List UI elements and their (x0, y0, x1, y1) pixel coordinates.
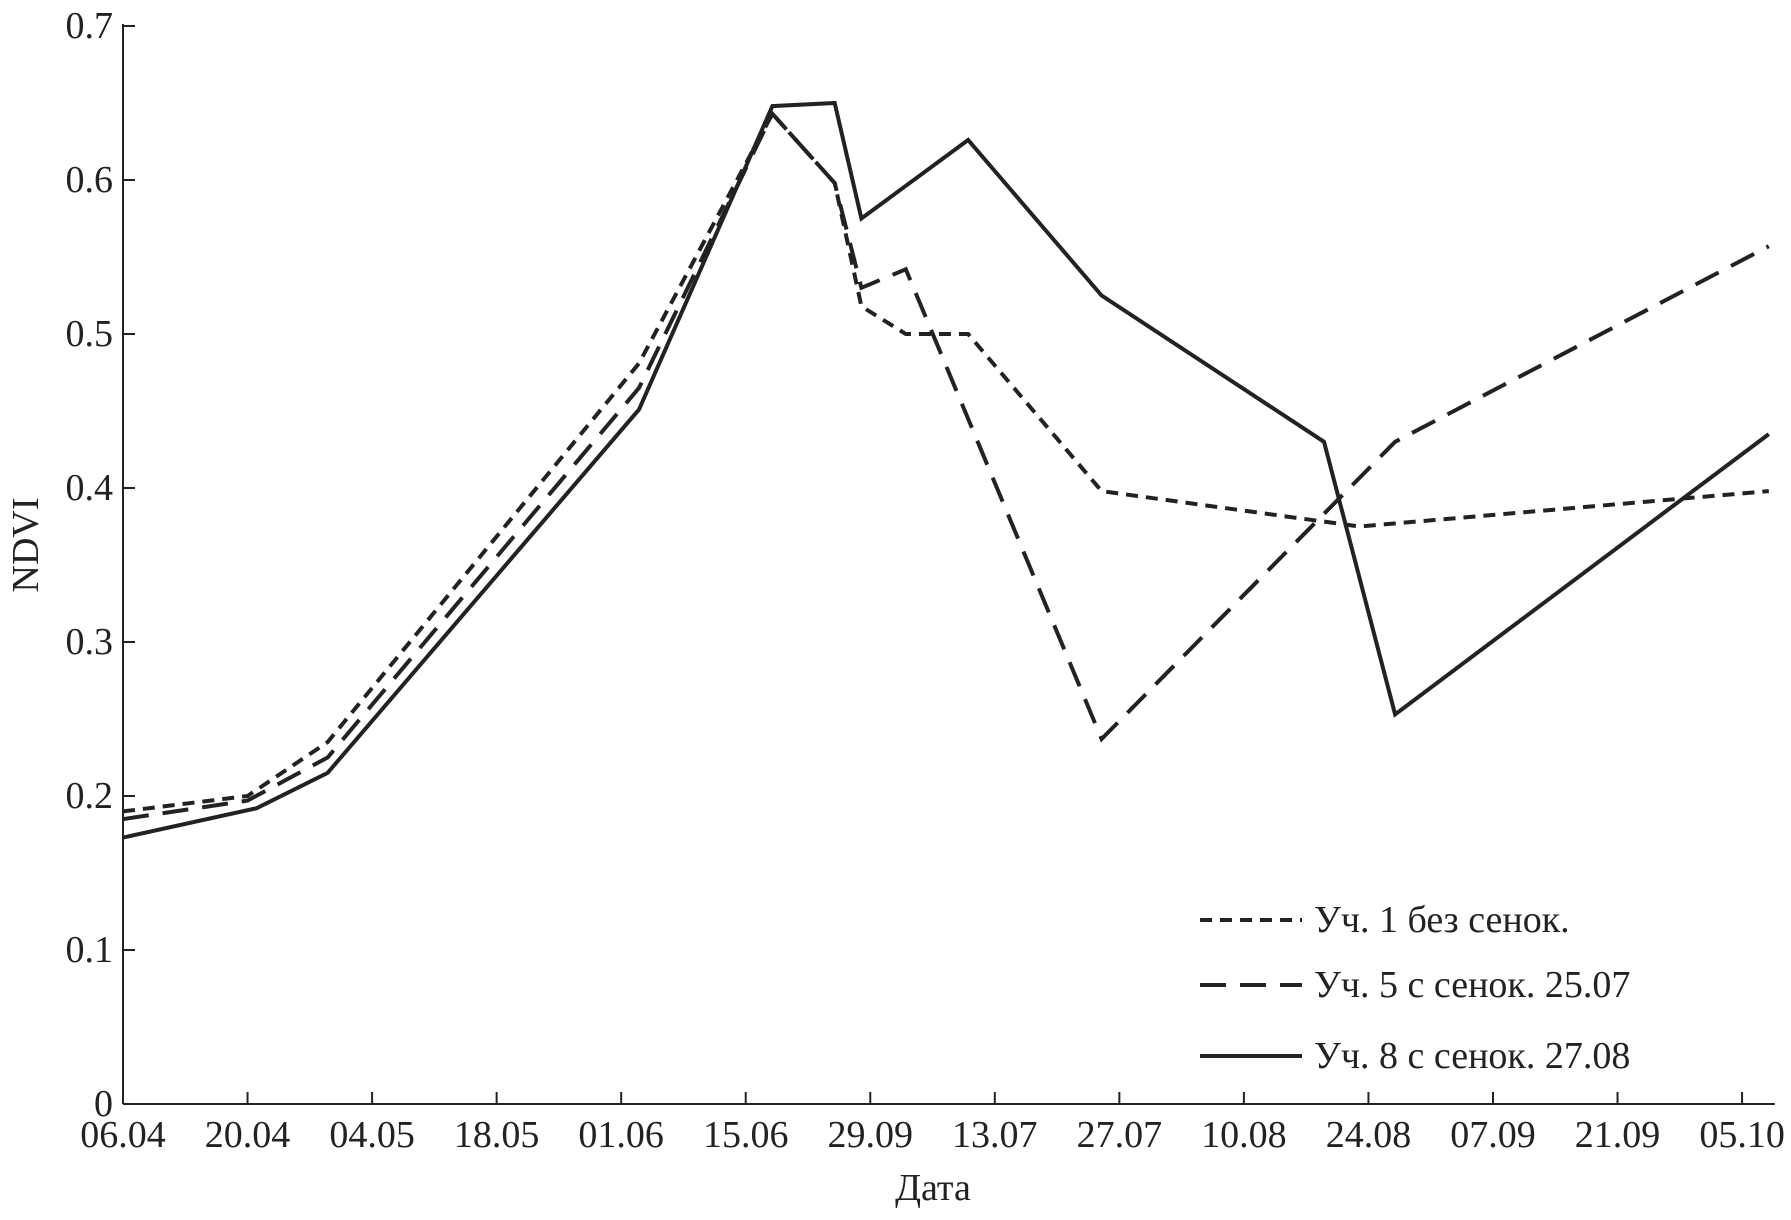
y-tick-label: 0.4 (66, 467, 114, 509)
x-tick-label: 06.04 (80, 1114, 166, 1156)
x-tick-label: 20.04 (205, 1114, 291, 1156)
legend: Уч. 1 без сенок. Уч. 5 с сенок. 25.07 Уч. … (1200, 899, 1630, 1077)
x-tick-label: 15.06 (703, 1114, 789, 1156)
legend-label-3: Уч. 8 с сенок. 27.08 (1314, 1035, 1630, 1077)
x-axis-label: Дата (895, 1167, 971, 1209)
series-line-3 (123, 103, 1769, 838)
x-tick-label: 21.09 (1575, 1114, 1661, 1156)
x-tick-label: 24.08 (1326, 1114, 1412, 1156)
x-tick-label: 13.07 (952, 1114, 1038, 1156)
x-tick-label: 01.06 (578, 1114, 664, 1156)
x-tick-label: 10.08 (1201, 1114, 1287, 1156)
y-tick-label: 0.3 (66, 621, 114, 663)
x-tick-label: 05.10 (1699, 1114, 1785, 1156)
legend-label-2: Уч. 5 с сенок. 25.07 (1314, 964, 1630, 1006)
legend-label-1: Уч. 1 без сенок. (1314, 899, 1570, 941)
series-line-2 (123, 114, 1769, 819)
y-axis-label: NDVI (5, 498, 47, 593)
x-tick-label: 18.05 (454, 1114, 540, 1156)
y-tick-label: 0.5 (66, 313, 114, 355)
series-lines (123, 103, 1769, 838)
y-tick-label: 0.7 (66, 5, 114, 47)
x-tick-label: 07.09 (1450, 1114, 1536, 1156)
y-tick-label: 0.2 (66, 775, 114, 817)
x-tick-label: 04.05 (329, 1114, 415, 1156)
y-tick-label: 0.6 (66, 159, 114, 201)
y-tick-label: 0.1 (66, 929, 114, 971)
x-tick-label: 27.07 (1077, 1114, 1163, 1156)
x-tick-label: 29.09 (828, 1114, 914, 1156)
